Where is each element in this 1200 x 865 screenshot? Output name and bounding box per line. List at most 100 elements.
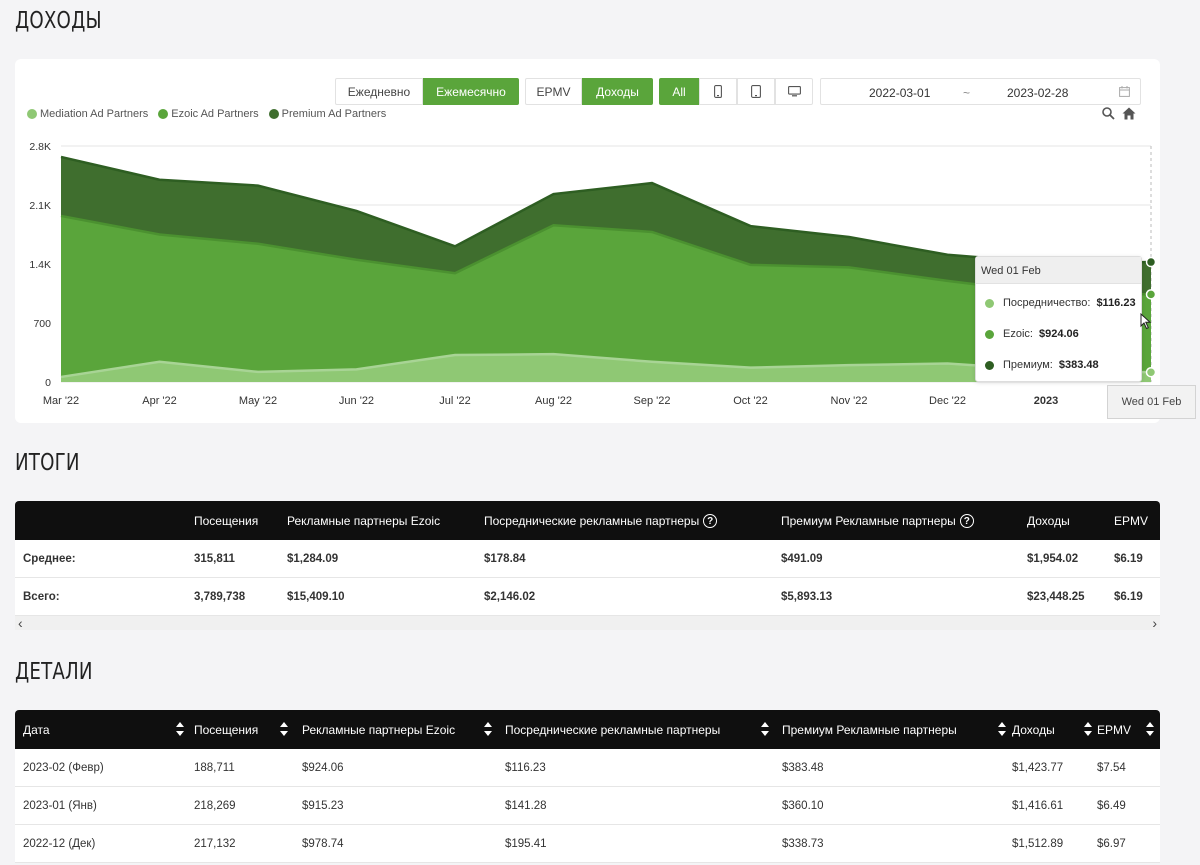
cell-revenue: $1,954.02 [1027,553,1079,565]
sort-icon[interactable] [998,722,1006,739]
table-cell: 2022-12 (Дек) [23,838,96,850]
row-label: Всего: [23,591,60,603]
date-range-picker[interactable]: 2022-03-01 ~ 2023-02-28 [820,78,1141,105]
x-tick-label: Mar '22 [43,395,79,407]
legend-item-ezoic[interactable]: Ezoic Ad Partners [158,108,259,120]
tablet-icon [751,85,761,98]
table-cell: $978.74 [302,838,344,850]
table-cell: $915.23 [302,800,344,812]
y-tick-label: 700 [33,318,51,330]
details-table-header: Дата Посещения Рекламные партнеры Ezoic Пос… [15,710,1160,749]
epmv-button[interactable]: EPMV [525,78,582,105]
x-tick-label: Sep '22 [634,395,671,407]
x-tick-label: Jun '22 [339,395,374,407]
legend-dot [158,109,169,119]
device-all-button[interactable]: All [659,78,699,105]
mouse-cursor-icon [1140,313,1151,330]
table-cell: $116.23 [505,762,546,774]
zoom-icon[interactable] [1102,107,1115,120]
monthly-button[interactable]: Ежемесячно [423,78,519,105]
legend-item-mediation[interactable]: Mediation Ad Partners [27,108,148,120]
home-icon[interactable] [1122,107,1136,120]
cell-epmv: $6.19 [1114,591,1143,603]
header-epmv: EPMV [1114,514,1149,528]
table-cell: 2023-01 (Янв) [23,800,97,812]
table-cell: $338.73 [782,838,824,850]
horizontal-scrollbar[interactable]: ‹ › [15,615,1160,631]
x-tick-label: 2023 [1034,395,1058,407]
metric-toggle: EPMV Доходы [525,78,653,105]
header-mediation-partners: Посреднические рекламные партнеры? [484,514,718,528]
legend-item-premium[interactable]: Premium Ad Partners [268,108,386,120]
totals-section-title: ИТОГИ [15,450,80,476]
scroll-left-arrow-icon[interactable]: ‹ [18,615,23,631]
date-from[interactable]: 2022-03-01 [869,86,931,100]
details-header-4[interactable]: Премиум Рекламные партнеры [782,723,957,737]
sort-icon[interactable] [280,722,288,739]
header-revenue: Доходы [1027,514,1070,528]
x-tick-label: Nov '22 [831,395,868,407]
table-cell: $6.97 [1097,838,1126,850]
cell-ezoic: $15,409.10 [287,591,345,603]
sort-icon[interactable] [484,722,492,739]
details-table: Дата Посещения Рекламные партнеры Ezoic Пос… [15,710,1160,863]
date-separator: ~ [963,86,971,100]
y-tick-label: 2.8K [29,141,51,153]
revenue-button[interactable]: Доходы [582,78,653,105]
sort-icon[interactable] [176,722,184,739]
tooltip-dot [985,360,994,370]
x-tick-label: Oct '22 [733,395,768,407]
sort-icon[interactable] [761,722,769,739]
tablet-device-button[interactable] [737,78,775,105]
table-cell: 218,269 [194,800,236,812]
cell-premium: $491.09 [781,553,823,565]
desktop-icon [787,86,801,97]
sort-icon[interactable] [1084,722,1092,739]
cell-mediation: $2,146.02 [484,591,536,603]
help-icon[interactable]: ? [703,514,718,528]
date-to[interactable]: 2023-02-28 [1007,86,1069,100]
mobile-device-button[interactable] [699,78,737,105]
mobile-icon [714,85,722,98]
table-cell: $1,423.77 [1012,762,1064,774]
legend-label: Ezoic Ad Partners [171,108,259,120]
device-toggle: All [659,78,813,105]
cell-mediation: $178.84 [484,553,526,565]
table-cell: 188,711 [194,762,235,774]
chart-zoom-tools [1102,107,1136,120]
row-label: Среднее: [23,553,76,565]
details-header-6[interactable]: EPMV [1097,723,1132,737]
calendar-icon[interactable] [1119,86,1130,97]
x-tick-label: Aug '22 [535,395,572,407]
table-cell: 2023-02 (Февр) [23,762,104,774]
series-line [60,155,1152,264]
details-header-0[interactable]: Дата [23,723,50,737]
tooltip-dot [985,298,994,308]
help-icon[interactable]: ? [959,514,974,528]
desktop-device-button[interactable] [775,78,813,105]
details-header-3[interactable]: Посреднические рекламные партнеры [505,723,721,737]
totals-table: Посещения Рекламные партнеры Ezoic Посре… [15,501,1160,631]
header-label: Премиум Рекламные партнеры [781,514,956,528]
cell-premium: $5,893.13 [781,591,833,603]
cell-revenue: $23,448.25 [1027,591,1085,603]
tooltip-row-mediation: Посредничество: $116.23 [985,297,1136,309]
period-toggle: Ежедневно Ежемесячно [335,78,519,105]
totals-row-average: Среднее: 315,811 $1,284.09 $178.84 $491.… [15,540,1160,578]
scroll-right-arrow-icon[interactable]: › [1152,615,1157,631]
tooltip-value: $383.48 [1058,359,1099,371]
daily-button[interactable]: Ежедневно [335,78,423,105]
x-tick-label: Jul '22 [439,395,470,407]
sort-icon[interactable] [1146,722,1154,739]
table-cell: $1,416.61 [1012,800,1064,812]
table-cell: $141.28 [505,800,547,812]
details-header-2[interactable]: Рекламные партнеры Ezoic [302,723,456,737]
table-cell: $360.10 [782,800,824,812]
details-header-1[interactable]: Посещения [194,723,259,737]
y-tick-label: 0 [45,377,51,389]
tooltip-dot [985,329,994,339]
table-cell: 217,132 [194,838,236,850]
details-header-5[interactable]: Доходы [1012,723,1055,737]
x-tick-label: May '22 [239,395,277,407]
tooltip-value: $924.06 [1038,328,1079,340]
